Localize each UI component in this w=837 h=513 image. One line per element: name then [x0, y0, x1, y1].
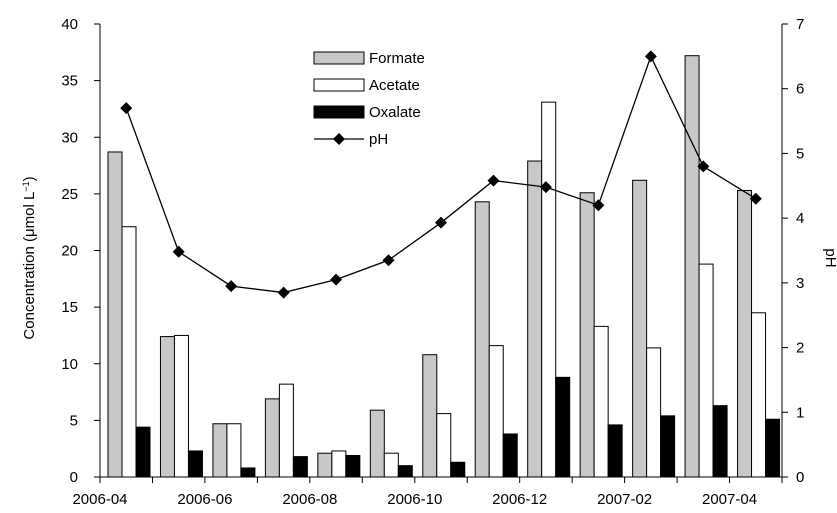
x-tick-label-2006-04: 2006-04 — [72, 491, 127, 508]
y-left-axis-title-sup: −1 — [21, 181, 31, 191]
x-tick-label-2007-04: 2007-04 — [702, 491, 757, 508]
point-ph-2006-09 — [382, 254, 395, 267]
point-ph-2006-07 — [277, 286, 290, 299]
bar-oxalate-2006-10 — [450, 461, 466, 478]
y-left-tick-label-20: 20 — [61, 243, 78, 260]
bar-formate-2006-08 — [317, 452, 333, 478]
bar-oxalate-2007-03 — [712, 405, 728, 478]
y-left-tick-label-10: 10 — [61, 356, 78, 373]
legend-swatch-oxalate — [313, 105, 365, 119]
bar-oxalate-2006-05 — [187, 450, 203, 478]
x-tick-label-2006-10: 2006-10 — [387, 491, 442, 508]
bar-acetate-2006-12 — [541, 101, 557, 478]
bar-formate-2006-12 — [527, 160, 543, 478]
y-right-tick-label-1: 1 — [796, 404, 804, 421]
y-left-tick-label-35: 35 — [61, 73, 78, 90]
bar-acetate-2006-09 — [383, 452, 399, 478]
bar-acetate-2007-03 — [698, 263, 714, 478]
bar-formate-2006-06 — [212, 423, 228, 478]
y-left-tick-label-15: 15 — [61, 299, 78, 316]
bar-acetate-2006-07 — [278, 383, 294, 478]
plot-area: 0 5 10 15 20 25 30 35 40 0 1 2 3 4 5 6 7 2006-04 2006-06 20… — [61, 16, 804, 508]
bar-oxalate-2006-06 — [240, 467, 256, 478]
point-ph-2006-11 — [487, 174, 500, 187]
legend-marker-ph — [333, 133, 345, 145]
bar-oxalate-2006-12 — [555, 376, 571, 478]
line-ph — [125, 54, 757, 294]
point-ph-2006-04 — [120, 102, 133, 115]
bar-formate-2006-05 — [159, 336, 175, 478]
y-left-axis-title-close: ) — [21, 176, 38, 181]
y-right-tick-label-6: 6 — [796, 81, 804, 98]
bar-oxalate-2006-04 — [135, 426, 151, 478]
bar-acetate-2006-06 — [226, 423, 242, 478]
bar-acetate-2007-01 — [593, 325, 609, 478]
legend-label-ph: pH — [369, 131, 388, 148]
y-right-tick-label-3: 3 — [796, 275, 804, 292]
bar-formate-2006-11 — [474, 201, 490, 478]
y-right-axis-title: pH — [822, 248, 837, 267]
bar-formate-2006-10 — [422, 354, 438, 478]
legend-label-formate: Formate — [369, 50, 425, 67]
bar-oxalate-2006-07 — [292, 456, 308, 478]
y-right-tick-label-7: 7 — [796, 16, 804, 33]
bar-formate-2007-01 — [579, 192, 595, 478]
x-tick-label-2006-06: 2006-06 — [177, 491, 232, 508]
bar-formate-2007-04 — [737, 189, 753, 478]
bar-formate-2007-02 — [632, 179, 648, 478]
bar-acetate-2007-04 — [751, 312, 767, 478]
bar-oxalate-2006-09 — [397, 465, 413, 478]
bar-oxalate-2007-02 — [660, 415, 676, 478]
legend-swatch-acetate — [313, 78, 365, 92]
point-ph-2007-03 — [697, 160, 710, 173]
y-left-tick-label-0: 0 — [70, 469, 78, 486]
point-ph-2007-02 — [644, 50, 657, 63]
legend-label-oxalate: Oxalate — [369, 104, 421, 121]
x-tick-label-2006-12: 2006-12 — [492, 491, 547, 508]
x-tick-label-2006-08: 2006-08 — [282, 491, 337, 508]
bar-acetate-2006-11 — [488, 345, 504, 478]
y-left-tick-label-40: 40 — [61, 16, 78, 33]
y-left-axis-title-main: Concentration (μmol L — [21, 192, 38, 340]
legend-label-acetate: Acetate — [369, 77, 420, 94]
bar-oxalate-2007-01 — [607, 424, 623, 478]
point-ph-2006-10 — [435, 216, 447, 229]
bar-formate-2006-09 — [369, 409, 385, 478]
point-ph-2006-06 — [225, 280, 238, 293]
y-right-tick-label-0: 0 — [796, 469, 804, 486]
bar-oxalate-2006-08 — [345, 454, 361, 478]
bar-oxalate-2007-04 — [765, 418, 781, 478]
y-left-axis-title: Concentration (μmol L−1) — [21, 176, 38, 339]
bar-acetate-2006-10 — [436, 413, 452, 478]
legend: Formate Acetate Oxalate pH — [313, 50, 425, 148]
point-ph-2007-04 — [749, 192, 762, 205]
point-ph-2007-01 — [592, 199, 605, 212]
y-right-tick-label-2: 2 — [796, 340, 804, 357]
point-ph-2006-08 — [330, 273, 343, 286]
bar-oxalate-2006-11 — [502, 433, 518, 478]
bar-formate-2007-03 — [684, 55, 700, 478]
x-tick-label-2007-02: 2007-02 — [597, 491, 652, 508]
y-left-tick-label-25: 25 — [61, 186, 78, 203]
bar-acetate-2006-04 — [121, 226, 137, 478]
y-left-tick-label-30: 30 — [61, 129, 78, 146]
bar-acetate-2006-08 — [331, 450, 347, 478]
bar-formate-2006-04 — [107, 151, 123, 478]
point-ph-2006-05 — [172, 245, 185, 258]
bar-formate-2006-07 — [264, 398, 280, 478]
point-ph-2006-12 — [539, 181, 552, 194]
legend-swatch-formate — [313, 51, 365, 65]
bar-acetate-2006-05 — [173, 334, 189, 478]
y-right-tick-label-5: 5 — [796, 145, 804, 162]
y-left-tick-label-5: 5 — [70, 412, 78, 429]
bar-acetate-2007-02 — [646, 347, 662, 478]
y-right-tick-label-4: 4 — [796, 210, 804, 227]
